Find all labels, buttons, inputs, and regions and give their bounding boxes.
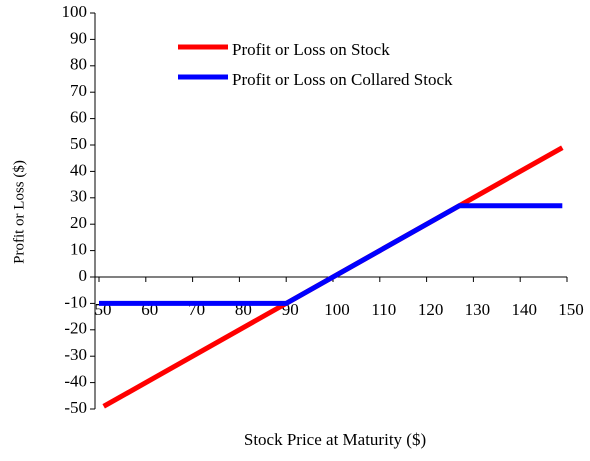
y-tick-label: 90 bbox=[70, 28, 87, 47]
y-tick-label: 10 bbox=[70, 240, 87, 259]
x-tick-label: 130 bbox=[465, 300, 491, 319]
y-tick-label: 60 bbox=[70, 108, 87, 127]
y-tick-label: -10 bbox=[64, 292, 87, 311]
y-tick-label: 50 bbox=[70, 134, 87, 153]
legend-label: Profit or Loss on Stock bbox=[232, 40, 390, 59]
x-tick-label: 110 bbox=[371, 300, 396, 319]
y-tick-label: 70 bbox=[70, 81, 87, 100]
y-tick-label: -20 bbox=[64, 319, 87, 338]
y-tick-label: -40 bbox=[64, 372, 87, 391]
x-tick-label: 150 bbox=[558, 300, 584, 319]
y-tick-label: -30 bbox=[64, 345, 87, 364]
y-tick-label: 100 bbox=[62, 2, 88, 21]
x-axis-label: Stock Price at Maturity ($) bbox=[244, 430, 426, 449]
x-tick-label: 140 bbox=[511, 300, 537, 319]
x-tick-label: 100 bbox=[324, 300, 350, 319]
series-line bbox=[99, 203, 563, 306]
legend-label: Profit or Loss on Collared Stock bbox=[232, 70, 453, 89]
y-tick-label: 40 bbox=[70, 160, 87, 179]
y-tick-label: -50 bbox=[64, 398, 87, 417]
y-axis-label: Profit or Loss ($) bbox=[11, 160, 27, 264]
y-tick-label: 80 bbox=[70, 55, 87, 74]
y-tick-label: 30 bbox=[70, 187, 87, 206]
x-tick-label: 120 bbox=[418, 300, 444, 319]
y-tick-label: 20 bbox=[70, 213, 87, 232]
y-tick-label: 0 bbox=[79, 266, 88, 285]
